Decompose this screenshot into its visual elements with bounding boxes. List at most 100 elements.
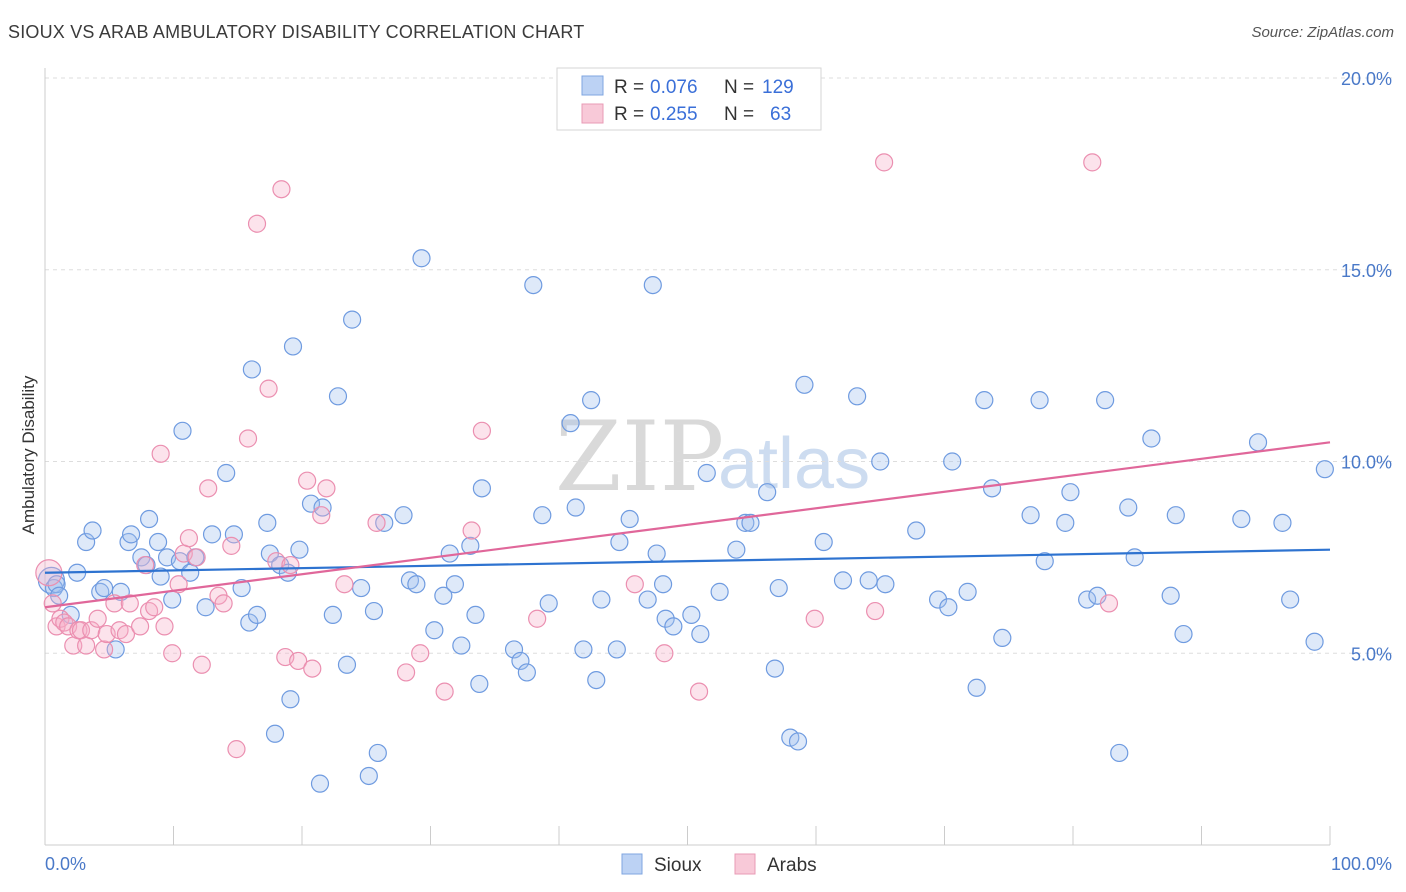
sioux-point: [232, 578, 251, 598]
legend-r-value-sioux: 0.076: [650, 77, 698, 98]
bottom-legend: Sioux Arabs: [621, 853, 817, 876]
sioux-point: [1021, 506, 1040, 525]
arab-point: [82, 621, 101, 640]
legend-n-value-sioux: 129: [762, 77, 794, 98]
sioux-point: [337, 655, 357, 674]
sioux-point: [664, 617, 683, 636]
sioux-point: [1166, 506, 1185, 525]
y-tick-label: 15.0%: [1341, 261, 1392, 281]
arab-point: [272, 180, 291, 199]
sioux-point: [682, 605, 701, 625]
sioux-point: [445, 575, 465, 594]
arab-point: [472, 421, 491, 440]
sioux-point: [1273, 513, 1292, 532]
sioux-point: [656, 609, 675, 628]
sioux-point: [727, 540, 746, 559]
sioux-point: [574, 640, 593, 659]
sioux-point: [265, 724, 285, 743]
legend-r-label-sioux: R =: [614, 77, 649, 98]
arab-point: [866, 601, 885, 621]
arabs-points: [35, 153, 1119, 759]
arab-point: [214, 594, 233, 613]
sioux-point: [1232, 509, 1251, 529]
sioux-point: [407, 575, 426, 594]
sioux-point: [697, 463, 716, 483]
arab-point: [1099, 594, 1119, 613]
arab-point: [222, 536, 241, 555]
sioux-point: [1110, 743, 1129, 763]
legend-n-label-arabs: N =: [724, 104, 759, 125]
sioux-point: [394, 506, 413, 525]
arab-point: [317, 479, 336, 498]
sioux-point: [769, 578, 788, 598]
sioux-point: [412, 249, 431, 268]
sioux-point: [758, 483, 777, 502]
bottom-legend-swatch-sioux: [621, 853, 643, 875]
arab-point: [462, 521, 481, 540]
sioux-point: [240, 613, 259, 632]
legend-n-value-arabs: 63: [770, 104, 791, 125]
sioux-point: [691, 624, 710, 644]
legend-r-label-arabs: R =: [614, 104, 649, 125]
sioux-point: [375, 513, 394, 532]
sioux-point: [290, 540, 309, 559]
y-tick-label: 20.0%: [1341, 69, 1392, 89]
sioux-point: [967, 678, 986, 697]
sioux-point: [323, 605, 342, 625]
sioux-point: [1281, 590, 1300, 609]
sioux-point: [310, 774, 330, 793]
sioux-point: [610, 532, 629, 552]
sioux-point: [1035, 552, 1054, 571]
sioux-point: [121, 525, 141, 544]
sioux-point: [939, 598, 958, 617]
sioux-point: [993, 628, 1012, 648]
arab-point: [335, 575, 354, 594]
sioux-point: [928, 590, 948, 609]
arab-point: [298, 471, 317, 490]
x-tick-label-min: 0.0%: [45, 854, 86, 874]
arab-point: [163, 644, 182, 663]
arab-point: [151, 444, 170, 463]
sioux-point: [83, 521, 102, 540]
sioux-point: [1056, 513, 1075, 532]
sioux-point: [647, 544, 666, 563]
sioux-point: [461, 536, 480, 555]
arab-point: [120, 594, 139, 613]
sioux-point: [975, 391, 994, 410]
sioux-point: [151, 567, 170, 586]
sioux-point: [202, 525, 222, 544]
sioux-point: [871, 452, 890, 471]
sioux-point: [359, 766, 378, 786]
legend-swatch-arabs: [581, 103, 604, 124]
arab-point: [312, 506, 331, 525]
arab-point: [655, 644, 674, 663]
sioux-point: [281, 690, 300, 709]
sioux-point: [196, 598, 215, 617]
sioux-point: [765, 659, 784, 678]
sioux-point: [1096, 391, 1115, 410]
arab-point: [411, 644, 430, 663]
sioux-point: [1305, 632, 1324, 651]
sioux-point: [47, 575, 66, 594]
sioux-point: [1174, 624, 1193, 644]
arab-point: [689, 682, 709, 701]
sioux-point: [795, 375, 814, 394]
sioux-point: [1161, 586, 1180, 605]
arab-point: [625, 575, 644, 594]
arab-point: [95, 640, 114, 659]
arab-point: [227, 740, 246, 759]
x-tick-label-max: 100.0%: [1331, 854, 1392, 874]
sioux-point: [1119, 498, 1138, 517]
arab-point: [247, 214, 267, 233]
sioux-point: [313, 498, 332, 517]
sioux-point: [539, 594, 558, 613]
arab-point: [303, 659, 322, 678]
sioux-point: [517, 663, 536, 682]
sioux-point: [833, 571, 853, 590]
sioux-point: [511, 651, 530, 671]
sioux-point: [368, 743, 387, 763]
arab-point: [289, 651, 308, 671]
sioux-point: [814, 532, 833, 552]
sioux-points: [37, 249, 1334, 793]
arab-point: [875, 153, 894, 172]
